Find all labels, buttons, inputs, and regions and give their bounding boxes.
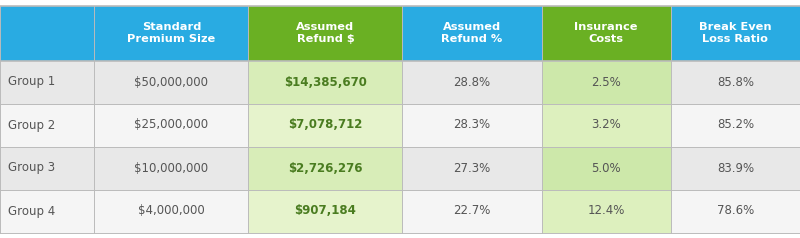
Bar	[402, 60, 542, 104]
Text: Group 2: Group 2	[8, 119, 55, 132]
Text: $14,385,670: $14,385,670	[284, 75, 367, 89]
Text: 22.7%: 22.7%	[454, 204, 490, 218]
Text: 83.9%: 83.9%	[717, 162, 754, 174]
Text: Group 1: Group 1	[8, 75, 55, 89]
Bar	[249, 104, 402, 147]
Bar	[0, 147, 94, 189]
Text: 12.4%: 12.4%	[587, 204, 625, 218]
Bar	[402, 147, 542, 189]
Text: $7,078,712: $7,078,712	[288, 119, 362, 132]
Text: $4,000,000: $4,000,000	[138, 204, 205, 218]
Text: $25,000,000: $25,000,000	[134, 119, 209, 132]
Bar	[402, 189, 542, 233]
Text: $2,726,276: $2,726,276	[288, 162, 362, 174]
Bar	[402, 104, 542, 147]
Bar	[542, 60, 671, 104]
Bar	[94, 5, 249, 60]
Bar	[94, 60, 249, 104]
Bar	[0, 189, 94, 233]
Text: 2.5%: 2.5%	[591, 75, 621, 89]
Bar	[671, 5, 800, 60]
Bar	[542, 5, 671, 60]
Bar	[249, 5, 402, 60]
Bar	[0, 5, 94, 60]
Text: 3.2%: 3.2%	[591, 119, 621, 132]
Text: 78.6%: 78.6%	[717, 204, 754, 218]
Bar	[94, 104, 249, 147]
Text: Standard
Premium Size: Standard Premium Size	[127, 22, 215, 45]
Text: Assumed
Refund $: Assumed Refund $	[297, 22, 354, 45]
Bar	[94, 189, 249, 233]
Text: Group 4: Group 4	[8, 204, 55, 218]
Text: 85.2%: 85.2%	[717, 119, 754, 132]
Text: 27.3%: 27.3%	[454, 162, 490, 174]
Text: 28.8%: 28.8%	[454, 75, 490, 89]
Text: 5.0%: 5.0%	[591, 162, 621, 174]
Bar	[542, 189, 671, 233]
Text: Insurance
Costs: Insurance Costs	[574, 22, 638, 45]
Text: Group 3: Group 3	[8, 162, 55, 174]
Bar	[249, 189, 402, 233]
Text: $907,184: $907,184	[294, 204, 357, 218]
Bar	[671, 147, 800, 189]
Text: 28.3%: 28.3%	[454, 119, 490, 132]
Text: Assumed
Refund %: Assumed Refund %	[442, 22, 502, 45]
Bar	[402, 5, 542, 60]
Bar	[542, 104, 671, 147]
Bar	[249, 147, 402, 189]
Text: Break Even
Loss Ratio: Break Even Loss Ratio	[699, 22, 772, 45]
Bar	[542, 147, 671, 189]
Bar	[671, 189, 800, 233]
Bar	[671, 60, 800, 104]
Text: $50,000,000: $50,000,000	[134, 75, 209, 89]
Text: $10,000,000: $10,000,000	[134, 162, 209, 174]
Bar	[671, 104, 800, 147]
Bar	[0, 60, 94, 104]
Bar	[249, 60, 402, 104]
Bar	[94, 147, 249, 189]
Text: 85.8%: 85.8%	[717, 75, 754, 89]
Bar	[0, 104, 94, 147]
